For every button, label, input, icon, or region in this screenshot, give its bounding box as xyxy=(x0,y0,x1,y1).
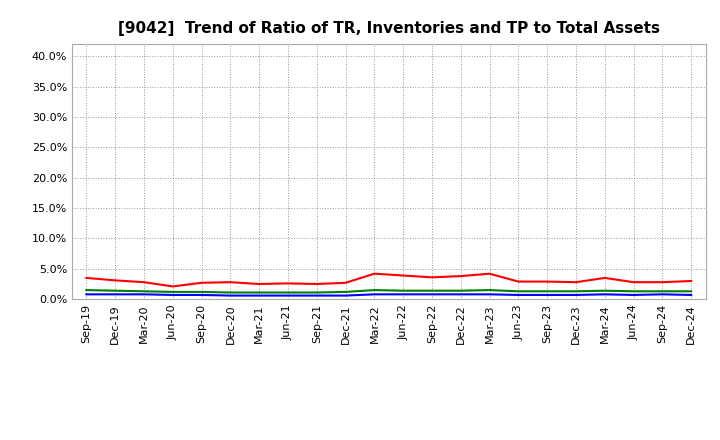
Trade Receivables xyxy=(543,279,552,284)
Trade Receivables xyxy=(341,280,350,286)
Trade Receivables xyxy=(284,281,292,286)
Trade Payables xyxy=(82,287,91,293)
Trade Receivables xyxy=(226,279,235,285)
Trade Receivables xyxy=(82,275,91,281)
Trade Receivables xyxy=(600,275,609,281)
Trade Payables xyxy=(485,287,494,293)
Trade Receivables xyxy=(140,279,148,285)
Trade Receivables xyxy=(312,281,321,286)
Inventories xyxy=(255,293,264,298)
Inventories xyxy=(629,292,638,297)
Trade Payables xyxy=(658,289,667,294)
Inventories xyxy=(284,293,292,298)
Trade Receivables xyxy=(629,279,638,285)
Inventories xyxy=(82,292,91,297)
Inventories xyxy=(312,293,321,298)
Trade Payables xyxy=(168,289,177,294)
Trade Payables xyxy=(543,289,552,294)
Trade Payables xyxy=(514,289,523,294)
Inventories xyxy=(543,292,552,297)
Trade Receivables xyxy=(168,284,177,289)
Trade Payables xyxy=(600,288,609,293)
Trade Receivables xyxy=(255,281,264,286)
Trade Receivables xyxy=(197,280,206,286)
Inventories xyxy=(428,292,436,297)
Inventories xyxy=(658,292,667,297)
Trade Payables xyxy=(255,290,264,295)
Inventories xyxy=(399,292,408,297)
Trade Payables xyxy=(629,289,638,294)
Line: Inventories: Inventories xyxy=(86,294,691,296)
Trade Receivables xyxy=(485,271,494,276)
Trade Receivables xyxy=(456,274,465,279)
Inventories xyxy=(226,293,235,298)
Inventories xyxy=(600,292,609,297)
Inventories xyxy=(111,292,120,297)
Trade Payables xyxy=(687,289,696,294)
Trade Payables xyxy=(140,289,148,294)
Trade Payables xyxy=(226,290,235,295)
Inventories xyxy=(485,292,494,297)
Trade Payables xyxy=(111,288,120,293)
Inventories xyxy=(514,292,523,297)
Trade Receivables xyxy=(514,279,523,284)
Inventories xyxy=(140,292,148,297)
Trade Payables xyxy=(572,289,580,294)
Trade Payables xyxy=(399,288,408,293)
Line: Trade Receivables: Trade Receivables xyxy=(86,274,691,286)
Trade Receivables xyxy=(370,271,379,276)
Trade Payables xyxy=(428,288,436,293)
Trade Receivables xyxy=(687,279,696,284)
Trade Payables xyxy=(312,290,321,295)
Trade Payables xyxy=(456,288,465,293)
Trade Receivables xyxy=(111,278,120,283)
Inventories xyxy=(572,292,580,297)
Trade Payables xyxy=(284,290,292,295)
Trade Payables xyxy=(341,289,350,294)
Trade Receivables xyxy=(428,275,436,280)
Inventories xyxy=(168,292,177,297)
Title: [9042]  Trend of Ratio of TR, Inventories and TP to Total Assets: [9042] Trend of Ratio of TR, Inventories… xyxy=(118,21,660,36)
Trade Receivables xyxy=(399,273,408,278)
Line: Trade Payables: Trade Payables xyxy=(86,290,691,293)
Trade Payables xyxy=(197,289,206,294)
Inventories xyxy=(370,292,379,297)
Inventories xyxy=(456,292,465,297)
Inventories xyxy=(197,292,206,297)
Trade Payables xyxy=(370,287,379,293)
Inventories xyxy=(341,293,350,298)
Trade Receivables xyxy=(658,279,667,285)
Inventories xyxy=(687,292,696,297)
Trade Receivables xyxy=(572,279,580,285)
